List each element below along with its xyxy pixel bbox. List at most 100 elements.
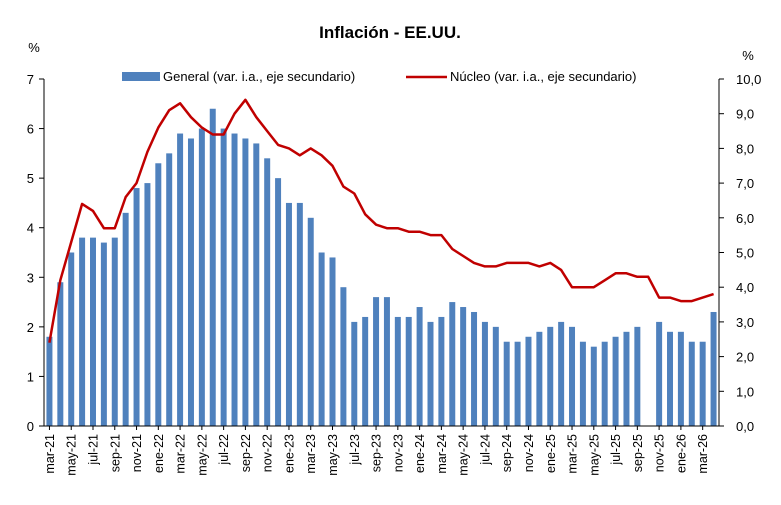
bar bbox=[481, 321, 488, 426]
x-tick-label: mar-21 bbox=[43, 434, 57, 474]
bar bbox=[68, 252, 75, 426]
bar bbox=[634, 326, 641, 426]
bar bbox=[329, 257, 336, 426]
x-tick-label: sep-23 bbox=[370, 434, 384, 472]
bar bbox=[471, 311, 478, 426]
legend-label-general: General (var. i.a., eje secundario) bbox=[163, 69, 355, 84]
bar bbox=[667, 331, 674, 426]
right-tick-label: 6,0 bbox=[736, 211, 754, 226]
x-tick-label: jul-22 bbox=[217, 434, 231, 466]
left-tick-label: 7 bbox=[27, 72, 34, 87]
bar bbox=[547, 326, 554, 426]
x-tick-label: may-22 bbox=[195, 434, 209, 476]
bar bbox=[275, 178, 282, 426]
right-tick-label: 2,0 bbox=[736, 350, 754, 365]
bar bbox=[111, 237, 118, 426]
x-tick-label: ene-23 bbox=[283, 434, 297, 473]
bar bbox=[318, 252, 325, 426]
x-tick-label: sep-21 bbox=[108, 434, 122, 472]
right-tick-label: 5,0 bbox=[736, 246, 754, 261]
x-tick-label: nov-24 bbox=[522, 434, 536, 472]
bar bbox=[405, 316, 412, 426]
x-tick-label: nov-25 bbox=[653, 434, 667, 472]
right-tick-label: 10,0 bbox=[736, 72, 761, 87]
x-tick-label: mar-25 bbox=[566, 434, 580, 474]
bar bbox=[231, 133, 238, 426]
bar bbox=[590, 346, 597, 426]
x-tick-label: may-23 bbox=[326, 434, 340, 476]
right-tick-label: 0,0 bbox=[736, 419, 754, 434]
left-tick-label: 1 bbox=[27, 369, 34, 384]
x-tick-label: jul-23 bbox=[348, 434, 362, 466]
bar bbox=[296, 202, 303, 426]
bar bbox=[536, 331, 543, 426]
left-tick-label: 5 bbox=[27, 171, 34, 186]
x-tick-label: may-25 bbox=[587, 434, 601, 476]
x-tick-label: mar-23 bbox=[304, 434, 318, 474]
bar bbox=[307, 217, 314, 426]
legend-swatch-general bbox=[122, 72, 160, 81]
x-tick-label: may-24 bbox=[457, 434, 471, 476]
bar bbox=[209, 108, 216, 426]
right-axis: 0,0 1,0 2,0 3,0 4,0 5,0 6,0 7,0 8,0 9,0 10,0 bbox=[719, 72, 761, 434]
bar bbox=[438, 316, 445, 426]
x-tick-label: sep-24 bbox=[500, 434, 514, 472]
left-tick-label: 0 bbox=[27, 419, 34, 434]
x-tick-label: nov-23 bbox=[391, 434, 405, 472]
bar bbox=[525, 336, 532, 426]
left-axis-unit: % bbox=[28, 40, 40, 55]
bar bbox=[579, 341, 586, 426]
left-axis: 0 1 2 3 4 5 6 7 bbox=[27, 72, 44, 434]
right-tick-label: 7,0 bbox=[736, 176, 754, 191]
bar bbox=[198, 128, 205, 427]
bar bbox=[187, 138, 194, 426]
x-tick-label: ene-24 bbox=[413, 434, 427, 473]
legend: General (var. i.a., eje secundario) Núcl… bbox=[122, 69, 636, 84]
bar bbox=[383, 297, 390, 426]
bar bbox=[155, 163, 162, 426]
bar bbox=[394, 316, 401, 426]
x-tick-label: may-21 bbox=[65, 434, 79, 476]
axes bbox=[43, 79, 720, 427]
bar bbox=[558, 321, 565, 426]
x-tick-label: ene-26 bbox=[674, 434, 688, 473]
bar bbox=[699, 341, 706, 426]
bar bbox=[373, 297, 380, 426]
bar bbox=[340, 287, 347, 426]
bar bbox=[264, 158, 271, 427]
line-series-nucleo bbox=[48, 98, 714, 343]
bar bbox=[427, 321, 434, 426]
bar bbox=[710, 311, 717, 426]
legend-label-nucleo: Núcleo (var. i.a., eje secundario) bbox=[450, 69, 636, 84]
x-tick-label: ene-22 bbox=[152, 434, 166, 473]
x-tick-label: ene-25 bbox=[544, 434, 558, 473]
bar bbox=[46, 336, 53, 426]
bar bbox=[79, 237, 86, 426]
bar bbox=[656, 321, 663, 426]
right-tick-label: 8,0 bbox=[736, 141, 754, 156]
right-tick-label: 4,0 bbox=[736, 280, 754, 295]
x-tick-label: nov-21 bbox=[130, 434, 144, 472]
x-tick-label: sep-25 bbox=[631, 434, 645, 472]
bar bbox=[612, 336, 619, 426]
bar bbox=[449, 302, 456, 426]
bar bbox=[362, 316, 369, 426]
bar bbox=[100, 242, 107, 426]
bar bbox=[601, 341, 608, 426]
x-tick-label: sep-22 bbox=[239, 434, 253, 472]
bar bbox=[220, 128, 227, 427]
x-tick-label: nov-22 bbox=[261, 434, 275, 472]
bar bbox=[166, 153, 173, 426]
bar bbox=[460, 307, 467, 426]
bar bbox=[89, 237, 96, 426]
right-tick-label: 1,0 bbox=[736, 384, 754, 399]
bar bbox=[514, 341, 521, 426]
left-tick-label: 6 bbox=[27, 122, 34, 137]
x-tick-label: jul-24 bbox=[478, 434, 492, 466]
nucleo-line bbox=[48, 98, 714, 343]
right-tick-label: 9,0 bbox=[736, 107, 754, 122]
left-tick-label: 2 bbox=[27, 320, 34, 335]
left-tick-label: 3 bbox=[27, 270, 34, 285]
bar bbox=[623, 331, 630, 426]
bar bbox=[351, 321, 358, 426]
